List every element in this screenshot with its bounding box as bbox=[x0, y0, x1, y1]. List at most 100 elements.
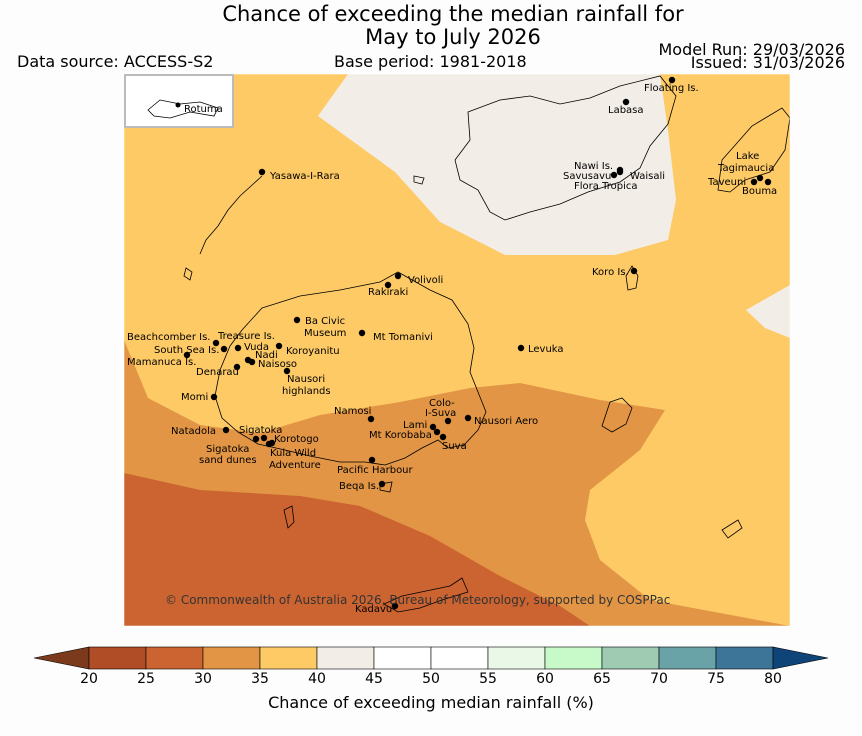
issued-date: Issued: 31/03/2026 bbox=[690, 53, 845, 72]
place-marker bbox=[444, 417, 452, 425]
place-marker bbox=[517, 344, 525, 352]
place-label: Ba Civic bbox=[305, 316, 345, 327]
reef-island bbox=[721, 519, 743, 539]
colorbar-tick-label: 35 bbox=[251, 671, 269, 687]
place-label: Momi bbox=[181, 392, 208, 403]
place-label: Natadola bbox=[171, 426, 216, 437]
place-label: Denarau bbox=[196, 367, 239, 378]
place-marker bbox=[367, 415, 375, 423]
place-label: Mt Korobaba bbox=[369, 430, 432, 441]
place-marker bbox=[293, 316, 301, 324]
place-marker bbox=[439, 433, 447, 441]
place-marker bbox=[275, 342, 283, 350]
place-marker bbox=[252, 435, 260, 443]
place-label: Nadi bbox=[255, 350, 278, 361]
place-marker bbox=[183, 351, 191, 359]
place-label: Mt Tomanivi bbox=[373, 332, 433, 343]
base-period: Base period: 1981-2018 bbox=[334, 52, 527, 71]
colorbar-tick-label: 70 bbox=[650, 671, 668, 687]
place-marker bbox=[368, 456, 376, 464]
colorbar-tick-label: 55 bbox=[479, 671, 497, 687]
place-marker bbox=[610, 171, 618, 179]
place-label: Waisali bbox=[630, 171, 665, 182]
place-label: Namosi bbox=[334, 406, 371, 417]
place-label: Volivoli bbox=[408, 275, 443, 286]
colorbar-tick-label: 80 bbox=[764, 671, 782, 687]
place-label: Lami bbox=[403, 420, 427, 431]
colorbar-segment bbox=[658, 646, 717, 670]
colorbar-segment bbox=[715, 646, 774, 670]
colorbar-segment bbox=[316, 646, 375, 670]
colorbar-segment bbox=[430, 646, 489, 670]
place-marker bbox=[248, 358, 256, 366]
place-label: Museum bbox=[304, 328, 346, 339]
colorbar-tick-label: 40 bbox=[308, 671, 326, 687]
place-label: Beachcomber Is. bbox=[127, 332, 210, 343]
data-source: Data source: ACCESS-S2 bbox=[17, 52, 214, 71]
place-marker bbox=[429, 423, 437, 431]
chart-title-line1: Chance of exceeding the median rainfall … bbox=[222, 2, 684, 26]
place-marker bbox=[210, 393, 218, 401]
place-marker bbox=[233, 363, 241, 371]
place-marker bbox=[260, 434, 268, 442]
place-marker bbox=[433, 428, 441, 436]
place-marker bbox=[378, 480, 386, 488]
place-marker bbox=[622, 98, 630, 106]
colorbar-extend-low bbox=[33, 646, 90, 670]
place-marker bbox=[384, 281, 392, 289]
place-label: Lake bbox=[736, 151, 759, 162]
inset-label: Rotuma bbox=[184, 104, 223, 115]
colorbar-tick-label: 45 bbox=[365, 671, 383, 687]
place-label: Korotogo bbox=[274, 434, 319, 445]
place-label: South Sea Is. bbox=[154, 345, 219, 356]
place-label: Rakiraki bbox=[368, 287, 408, 298]
place-marker bbox=[668, 76, 676, 84]
place-label: Adventure bbox=[269, 460, 321, 471]
place-label: Yasawa-I-Rara bbox=[269, 171, 340, 182]
place-label: Tagimaucia bbox=[717, 163, 774, 174]
koro-island-coast bbox=[625, 265, 639, 291]
zone-40-45-east bbox=[746, 285, 790, 338]
place-label: Labasa bbox=[608, 105, 644, 116]
place-marker bbox=[391, 602, 399, 610]
place-label: Colo- bbox=[429, 398, 455, 409]
place-marker bbox=[464, 414, 472, 422]
vatulele-coast bbox=[283, 505, 295, 529]
colorbar-segment bbox=[487, 646, 546, 670]
place-label: sand dunes bbox=[199, 455, 257, 466]
colorbar-tick-label: 75 bbox=[707, 671, 725, 687]
colorbar-tick-label: 20 bbox=[80, 671, 98, 687]
place-label: Beqa Is. bbox=[339, 481, 379, 492]
place-label: Kadavu bbox=[355, 604, 392, 615]
place-label: Nausori bbox=[287, 374, 325, 385]
place-label: Treasure Is. bbox=[217, 331, 275, 342]
place-label: Taveuni bbox=[707, 177, 746, 188]
place-marker bbox=[630, 267, 638, 275]
place-label: Floating Is. bbox=[644, 83, 699, 94]
place-marker bbox=[358, 329, 366, 337]
yasawa-chain bbox=[199, 175, 263, 255]
colorbar-segment bbox=[544, 646, 603, 670]
taveuni-coast bbox=[717, 107, 790, 193]
place-label: Sigatoka bbox=[206, 444, 249, 455]
vanua-levu-coast bbox=[454, 75, 677, 221]
place-label: Flora Tropica bbox=[574, 181, 637, 192]
colorbar-title: Chance of exceeding median rainfall (%) bbox=[268, 693, 594, 712]
colorbar-tick-label: 65 bbox=[593, 671, 611, 687]
place-label: Bouma bbox=[742, 186, 777, 197]
colorbar-tick-label: 30 bbox=[194, 671, 212, 687]
place-label: Kula Wild bbox=[270, 448, 316, 459]
beqa-coast bbox=[379, 481, 393, 493]
colorbar-extend-high bbox=[772, 646, 829, 670]
small-island-west bbox=[183, 267, 193, 281]
rotuma-inset: Rotuma bbox=[124, 74, 234, 128]
colorbar-segment bbox=[145, 646, 204, 670]
place-label: Savusavu bbox=[563, 171, 611, 182]
place-label: Nausori Aero bbox=[474, 416, 538, 427]
colorbar-tick-label: 50 bbox=[422, 671, 440, 687]
place-marker bbox=[750, 178, 758, 186]
kadavu-coast bbox=[383, 577, 469, 613]
colorbar-segment bbox=[202, 646, 261, 670]
